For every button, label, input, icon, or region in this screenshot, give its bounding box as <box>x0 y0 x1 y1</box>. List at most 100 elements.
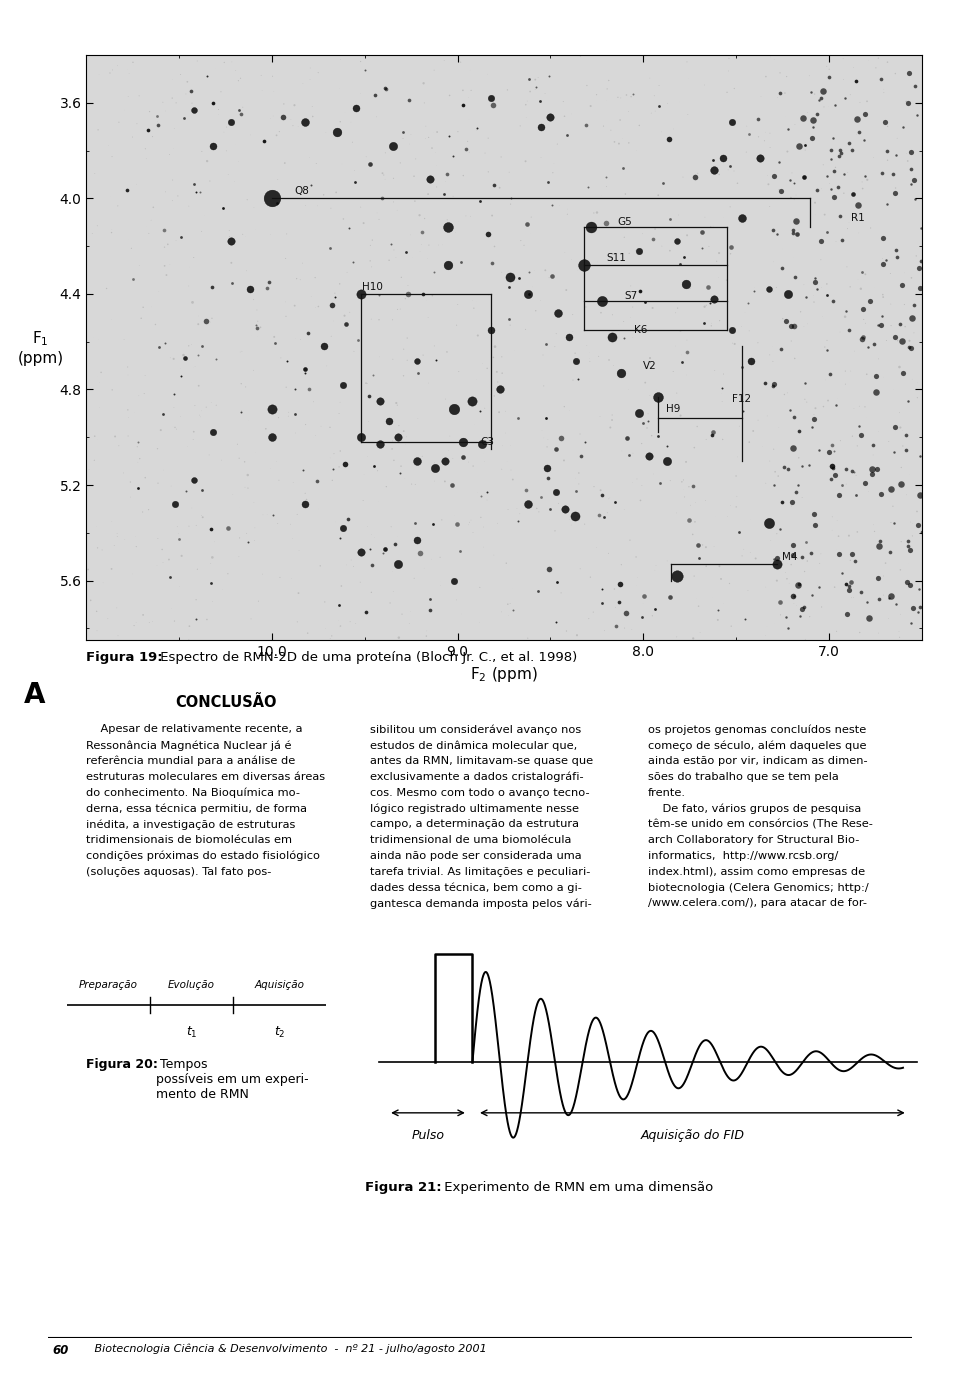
Point <box>185 292 201 314</box>
Point <box>671 204 686 226</box>
Point <box>757 372 773 394</box>
Point <box>341 216 356 238</box>
Point <box>831 145 847 167</box>
Point <box>666 105 682 127</box>
Point <box>462 511 477 533</box>
Point <box>725 318 740 340</box>
Point <box>420 248 436 270</box>
Point <box>810 574 826 596</box>
Point <box>204 421 220 443</box>
Point <box>603 120 618 142</box>
Point <box>453 51 468 73</box>
Point <box>767 461 782 483</box>
Point <box>170 185 185 207</box>
Point <box>738 140 754 162</box>
Point <box>438 171 453 193</box>
Point <box>520 493 536 515</box>
Point <box>332 273 348 295</box>
Point <box>276 92 292 114</box>
Point <box>822 172 837 194</box>
Point <box>494 262 510 284</box>
Point <box>517 150 533 172</box>
Point <box>397 421 413 443</box>
Text: S7: S7 <box>625 292 637 302</box>
Point <box>476 516 492 538</box>
Point <box>892 357 907 379</box>
Point <box>193 182 208 204</box>
Point <box>685 628 701 650</box>
Point <box>579 74 594 96</box>
Point <box>785 534 801 556</box>
Text: tridimensional de uma biomolécula: tridimensional de uma biomolécula <box>370 834 571 845</box>
Point <box>398 241 414 263</box>
Point <box>621 379 636 401</box>
Point <box>298 194 313 216</box>
Point <box>531 66 546 88</box>
Point <box>302 56 318 78</box>
Point <box>865 459 880 481</box>
Point <box>337 102 352 124</box>
Point <box>477 430 492 452</box>
Point <box>784 492 800 514</box>
Point <box>704 315 719 337</box>
Point <box>429 348 444 370</box>
Point <box>229 434 245 456</box>
Point <box>101 135 116 157</box>
Point <box>173 405 188 427</box>
Point <box>645 229 660 251</box>
Point <box>883 478 899 500</box>
Point <box>449 512 465 534</box>
Point <box>311 296 326 318</box>
Text: Biotecnologia Ciência & Desenvolvimento  -  nº 21 - julho/agosto 2001: Biotecnologia Ciência & Desenvolvimento … <box>84 1344 487 1355</box>
Point <box>844 142 859 164</box>
Point <box>761 512 777 534</box>
Point <box>605 409 620 431</box>
Point <box>132 384 147 406</box>
Point <box>259 277 275 299</box>
Point <box>807 191 823 213</box>
Point <box>566 505 582 527</box>
Point <box>618 602 634 624</box>
Point <box>246 359 261 381</box>
Point <box>646 463 661 485</box>
Point <box>629 545 644 567</box>
Text: ainda estão por vir, indicam as dimen-: ainda estão por vir, indicam as dimen- <box>648 756 868 766</box>
Point <box>651 95 666 117</box>
Point <box>714 377 730 399</box>
Point <box>685 475 701 497</box>
Text: condições próximas do estado fisiológico: condições próximas do estado fisiológico <box>86 851 321 862</box>
Point <box>733 355 749 377</box>
Point <box>898 315 913 337</box>
Point <box>647 559 662 581</box>
Point <box>560 124 575 146</box>
Point <box>706 421 721 443</box>
Point <box>291 116 306 138</box>
Point <box>426 121 442 143</box>
Point <box>539 333 554 355</box>
Point <box>687 511 703 533</box>
Point <box>449 314 465 336</box>
Point <box>266 105 281 127</box>
Point <box>609 616 624 638</box>
Point <box>497 421 513 443</box>
Point <box>660 92 675 114</box>
Point <box>214 449 229 471</box>
Point <box>823 147 838 169</box>
Point <box>772 518 787 540</box>
Point <box>789 595 804 617</box>
Point <box>875 248 890 270</box>
Point <box>505 468 520 490</box>
Point <box>231 99 247 121</box>
Text: campo, a determinação da estrutura: campo, a determinação da estrutura <box>370 819 579 829</box>
Point <box>332 616 348 638</box>
Point <box>625 442 640 464</box>
Point <box>100 607 115 629</box>
Point <box>156 219 172 241</box>
Point <box>324 293 340 315</box>
Point <box>243 124 258 146</box>
Point <box>386 449 401 471</box>
Point <box>692 291 708 313</box>
Point <box>375 189 391 211</box>
Point <box>127 614 142 636</box>
X-axis label: F$_2$ (ppm): F$_2$ (ppm) <box>470 665 538 684</box>
